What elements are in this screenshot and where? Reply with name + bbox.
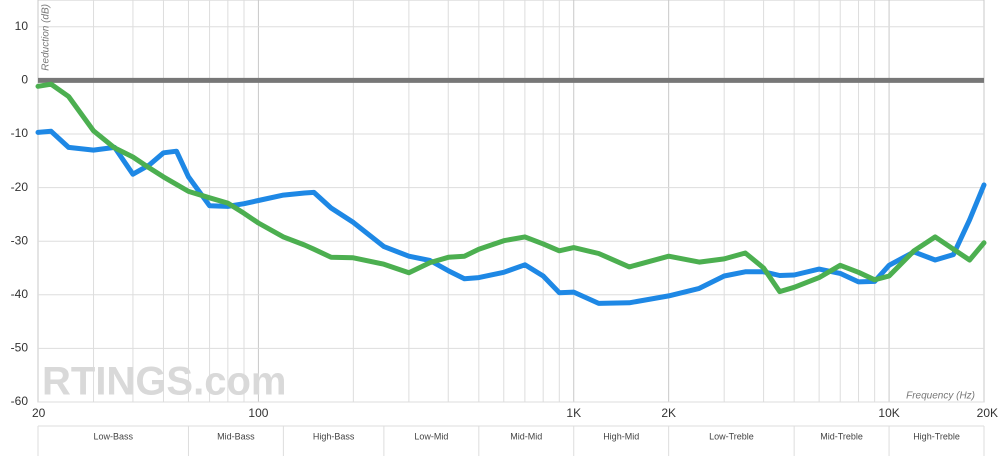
y-tick-label: -10 (11, 126, 29, 140)
x-tick-label: 10K (878, 406, 899, 420)
y-tick-label: -50 (11, 341, 29, 355)
y-tick-label: 10 (15, 19, 29, 33)
y-tick-label: -30 (11, 233, 29, 247)
plot-area (37, 0, 985, 403)
grid: 20 100 1K 2K 10K 20K100-10-20-30-40-50-60Low-… (11, 0, 998, 456)
plot (35, 77, 987, 306)
y-tick-label: -20 (11, 180, 29, 194)
band-label: Low-Mid (414, 431, 448, 441)
x-axis-title: Frequency (Hz) (906, 391, 975, 402)
series-line (35, 128, 987, 306)
x-tick-label: 100 (248, 406, 268, 420)
watermark: RTINGS.com (42, 360, 286, 404)
band-label: High-Bass (313, 431, 355, 441)
band-label: Mid-Treble (820, 431, 863, 441)
band-label: Low-Bass (93, 431, 133, 441)
y-tick-label: -40 (11, 287, 29, 301)
band-label: Mid-Mid (510, 431, 542, 441)
x-tick-label: 20 (32, 406, 46, 420)
x-tick-label: 1K (566, 406, 581, 420)
y-tick-label: -60 (11, 394, 29, 408)
y-tick-label: 0 (21, 73, 28, 87)
y-axis-title: Reduction (dB) (41, 4, 52, 71)
x-tick-label: 2K (661, 406, 676, 420)
band-label: High-Mid (603, 431, 639, 441)
x-tick-label: 20K (977, 406, 998, 420)
band-label: High-Treble (913, 431, 960, 441)
band-label: Mid-Bass (217, 431, 255, 441)
series-line (35, 81, 987, 295)
band-label: Low-Treble (709, 431, 754, 441)
